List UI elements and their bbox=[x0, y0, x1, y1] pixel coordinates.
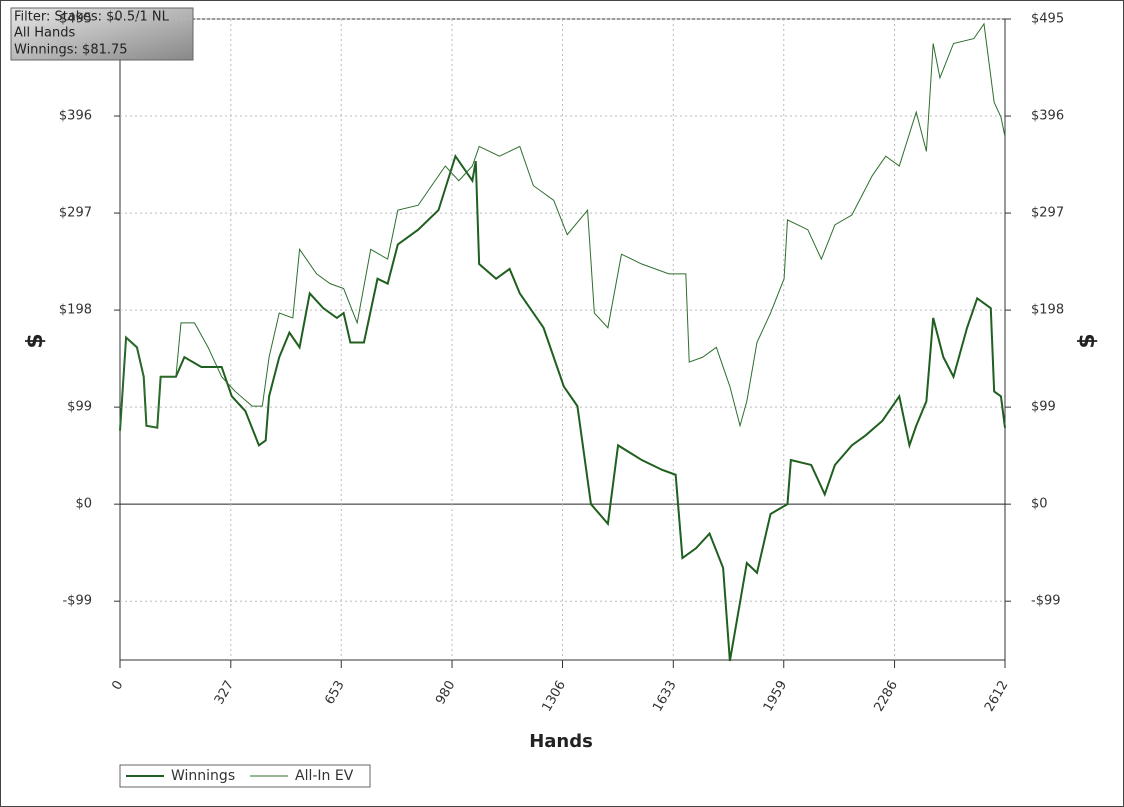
y2-tick-label: -$99 bbox=[1031, 594, 1061, 609]
series-line bbox=[119, 153, 1006, 662]
info-box-bg bbox=[10, 7, 194, 61]
y2-tick-label: $396 bbox=[1031, 109, 1064, 124]
info-line: Winnings: $81.75 bbox=[14, 43, 128, 58]
info-box: Filter: Stakes: $0.5/1 NL All Hands Winn… bbox=[10, 7, 194, 61]
y-tick-label: -$99 bbox=[62, 594, 92, 609]
series-line bbox=[119, 22, 1006, 431]
y2-tick-label: $198 bbox=[1031, 303, 1064, 318]
y-axis-title: $ bbox=[23, 333, 48, 348]
x-axis-title: Hands bbox=[529, 731, 593, 752]
info-line: All Hands bbox=[14, 26, 75, 41]
legend bbox=[119, 764, 371, 788]
y-tick-label: $495 bbox=[59, 12, 92, 27]
legend-label: All-In EV bbox=[295, 768, 354, 784]
legend-label: Winnings bbox=[171, 768, 235, 784]
y2-tick-label: $0 bbox=[1031, 497, 1048, 512]
y2-tick-label: $99 bbox=[1031, 400, 1056, 415]
y2-tick-label: $495 bbox=[1031, 12, 1064, 27]
y-tick-label: $396 bbox=[59, 109, 92, 124]
y-tick-label: $99 bbox=[67, 400, 92, 415]
y2-tick-label: $297 bbox=[1031, 206, 1064, 221]
y-tick-label: $198 bbox=[59, 303, 92, 318]
info-line: Filter: Stakes: $0.5/1 NL bbox=[14, 10, 170, 25]
y-tick-label: $0 bbox=[75, 497, 92, 512]
y-tick-label: $297 bbox=[59, 206, 92, 221]
y2-axis-title: $ bbox=[1075, 333, 1100, 348]
